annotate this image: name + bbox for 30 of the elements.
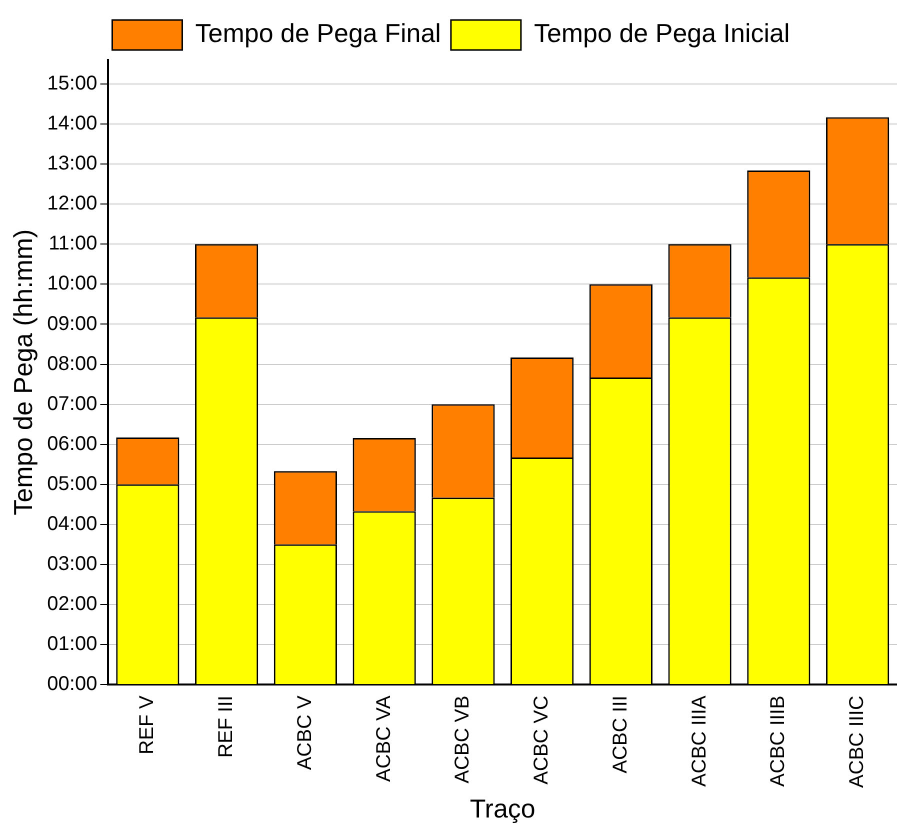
x-tick-label: ACBC IIIB: [767, 696, 790, 787]
x-tick-label: ACBC VA: [372, 694, 395, 782]
y-tick-label: 09:00: [47, 312, 98, 335]
x-tick-label: ACBC VB: [452, 696, 474, 784]
y-tick-label: 07:00: [47, 392, 98, 415]
x-tick-label: ACBC IIIA: [688, 694, 710, 787]
y-tick-label: 05:00: [47, 472, 98, 495]
y-tick-label: 06:00: [47, 432, 98, 455]
y-tick-label: 04:00: [47, 512, 98, 535]
x-tick-label: ACBC IIIC: [846, 696, 868, 788]
legend-label: Tempo de Pega Final: [195, 18, 441, 48]
y-tick-label: 12:00: [47, 192, 98, 215]
y-axis-title: Tempo de Pega (hh:mm): [8, 229, 38, 516]
y-tick-label: 13:00: [47, 152, 98, 175]
x-tick-label: ACBC VC: [530, 696, 553, 784]
x-tick-label: REF V: [136, 694, 158, 754]
legend-label: Tempo de Pega Inicial: [534, 18, 790, 48]
y-tick-label: 08:00: [47, 352, 98, 375]
x-tick-label: REF III: [215, 696, 238, 758]
y-tick-label: 11:00: [48, 232, 98, 255]
y-tick-label: 10:00: [47, 272, 98, 295]
y-tick-label: 02:00: [47, 593, 98, 616]
y-tick-label: 14:00: [47, 112, 98, 135]
x-tick-label: ACBC V: [294, 694, 316, 770]
y-tick-label: 15:00: [47, 72, 98, 95]
x-tick-label: ACBC III: [609, 696, 632, 774]
y-tick-label: 00:00: [47, 673, 98, 696]
x-axis-title: Traço: [470, 794, 536, 824]
y-tick-label: 03:00: [47, 552, 98, 575]
y-tick-label: 01:00: [47, 633, 98, 656]
